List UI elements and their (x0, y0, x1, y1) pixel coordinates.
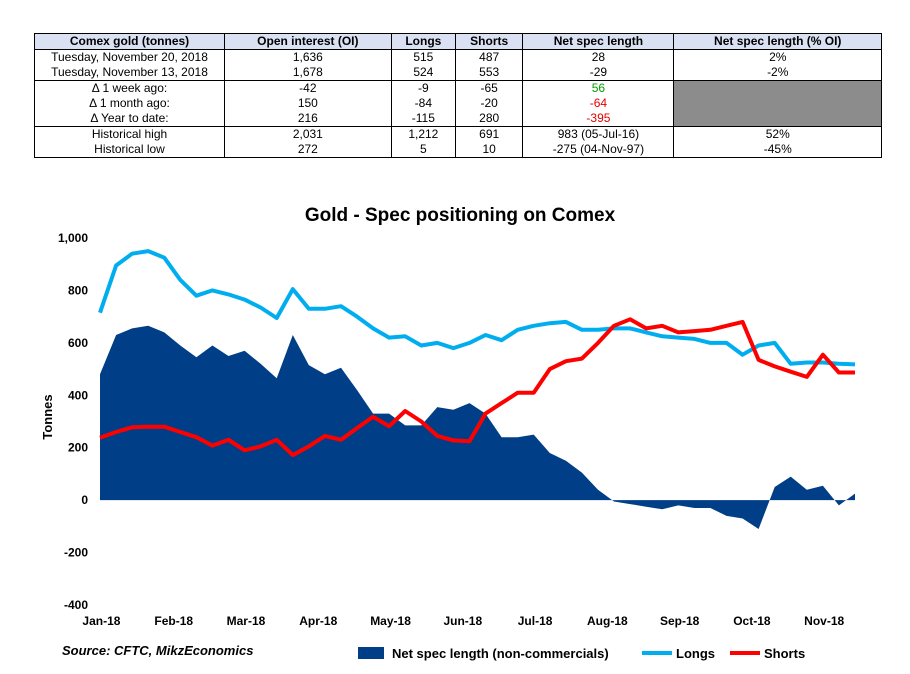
legend: Net spec length (non-commercials) Longs Sh… (358, 646, 805, 661)
y-tick-label: 600 (68, 336, 88, 350)
longs-cell: -84 (390, 96, 456, 111)
plot-area: -400 -200 0 200 400 600 800 1,000 Jan-18 Feb-18 Ma… (58, 231, 856, 628)
net-cell: 983 (05-Jul-16) (522, 126, 675, 142)
oi-cell: 150 (224, 96, 392, 111)
row-label: Δ Year to date: (34, 111, 225, 127)
table-row: Tuesday, November 20, 2018 1,636 515 487… (34, 49, 882, 65)
spec-positioning-chart: Gold - Spec positioning on Comex Tonnes … (40, 205, 856, 661)
current-rows: Tuesday, November 20, 2018 1,636 515 487… (34, 49, 882, 81)
header-cell: Shorts (454, 33, 524, 50)
y-tick-label: 200 (68, 441, 88, 455)
shorts-cell: 280 (454, 111, 524, 127)
x-tick-label: Nov-18 (804, 614, 844, 628)
x-tick-label: May-18 (370, 614, 411, 628)
net-cell: -29 (522, 65, 675, 81)
longs-cell: 515 (390, 49, 456, 65)
table-row: Δ 1 week ago: -42 -9 -65 56 (34, 80, 882, 127)
x-tick-label: Feb-18 (154, 614, 193, 628)
shorts-cell: 487 (454, 49, 524, 65)
net-cell: -275 (04-Nov-97) (522, 142, 675, 158)
table-row: Tuesday, November 13, 2018 1,678 524 553… (34, 65, 882, 81)
header-cell: Longs (390, 33, 456, 50)
table-header-row: Comex gold (tonnes) Open interest (OI) L… (34, 33, 882, 50)
grey-filler-cell (673, 80, 882, 127)
shorts-cell: 10 (454, 142, 524, 158)
x-tick-label: Apr-18 (299, 614, 337, 628)
table-row: Δ 1 month ago: 150 -84 -20 -64 (34, 96, 882, 111)
header-cell: Net spec length (522, 33, 675, 50)
net-cell: 28 (522, 49, 675, 65)
x-tick-label: Aug-18 (587, 614, 628, 628)
pct-cell: 52% (673, 126, 882, 142)
row-label: Δ 1 week ago: (34, 80, 225, 96)
legend-entry: Net spec length (non-commercials) (392, 646, 609, 661)
y-tick-label: 0 (81, 493, 88, 507)
oi-cell: 1,636 (224, 49, 392, 65)
x-tick-label: Mar-18 (227, 614, 266, 628)
legend-entry: Shorts (764, 646, 805, 661)
legend-swatch-area (358, 647, 384, 659)
shorts-cell: 691 (454, 126, 524, 142)
header-cell: Net spec length (% OI) (673, 33, 882, 50)
pct-cell: 2% (673, 49, 882, 65)
y-tick-label: -400 (64, 598, 88, 612)
positioning-table: Comex gold (tonnes) Open interest (OI) L… (34, 33, 882, 158)
header-cell: Open interest (OI) (224, 33, 392, 50)
y-tick-label: -200 (64, 546, 88, 560)
y-tick-label: 800 (68, 283, 88, 297)
y-tick-label: 1,000 (58, 231, 88, 245)
header-cell: Comex gold (tonnes) (34, 33, 225, 50)
net-cell: 56 (522, 80, 675, 96)
oi-cell: 216 (224, 111, 392, 127)
y-tick-label: 400 (68, 388, 88, 402)
x-tick-label: Jun-18 (443, 614, 482, 628)
shorts-cell: -65 (454, 80, 524, 96)
pct-cell: -2% (673, 65, 882, 81)
x-tick-label: Oct-18 (733, 614, 771, 628)
source-note: Source: CFTC, MikzEconomics (62, 643, 253, 658)
table-row: Historical high 2,031 1,212 691 983 (05-… (34, 126, 882, 142)
change-rows: Δ 1 week ago: -42 -9 -65 56 Δ 1 month ag… (34, 80, 882, 127)
x-tick-label: Jan-18 (82, 614, 120, 628)
x-tick-label: Jul-18 (518, 614, 553, 628)
chart-title: Gold - Spec positioning on Comex (305, 205, 616, 226)
oi-cell: 272 (224, 142, 392, 158)
net-cell: -395 (522, 111, 675, 127)
historical-rows: Historical high 2,031 1,212 691 983 (05-… (34, 126, 882, 158)
oi-cell: 1,678 (224, 65, 392, 81)
net-cell: -64 (522, 96, 675, 111)
longs-cell: 1,212 (390, 126, 456, 142)
row-label: Historical high (34, 126, 225, 142)
shorts-cell: -20 (454, 96, 524, 111)
row-label: Tuesday, November 20, 2018 (34, 49, 225, 65)
oi-cell: -42 (224, 80, 392, 96)
longs-cell: 5 (390, 142, 456, 158)
table-row: Historical low 272 5 10 -275 (04-Nov-97)… (34, 142, 882, 158)
longs-cell: -115 (390, 111, 456, 127)
longs-line (98, 249, 856, 367)
table-row: Δ Year to date: 216 -115 280 -395 (34, 111, 882, 127)
y-axis-label: Tonnes (40, 394, 55, 439)
shorts-line (99, 317, 855, 458)
shorts-cell: 553 (454, 65, 524, 81)
longs-cell: 524 (390, 65, 456, 81)
pct-cell: -45% (673, 142, 882, 158)
row-label: Historical low (34, 142, 225, 158)
longs-cell: -9 (390, 80, 456, 96)
legend-entry: Longs (676, 646, 715, 661)
oi-cell: 2,031 (224, 126, 392, 142)
row-label: Δ 1 month ago: (34, 96, 225, 111)
row-label: Tuesday, November 13, 2018 (34, 65, 225, 81)
x-tick-label: Sep-18 (660, 614, 700, 628)
